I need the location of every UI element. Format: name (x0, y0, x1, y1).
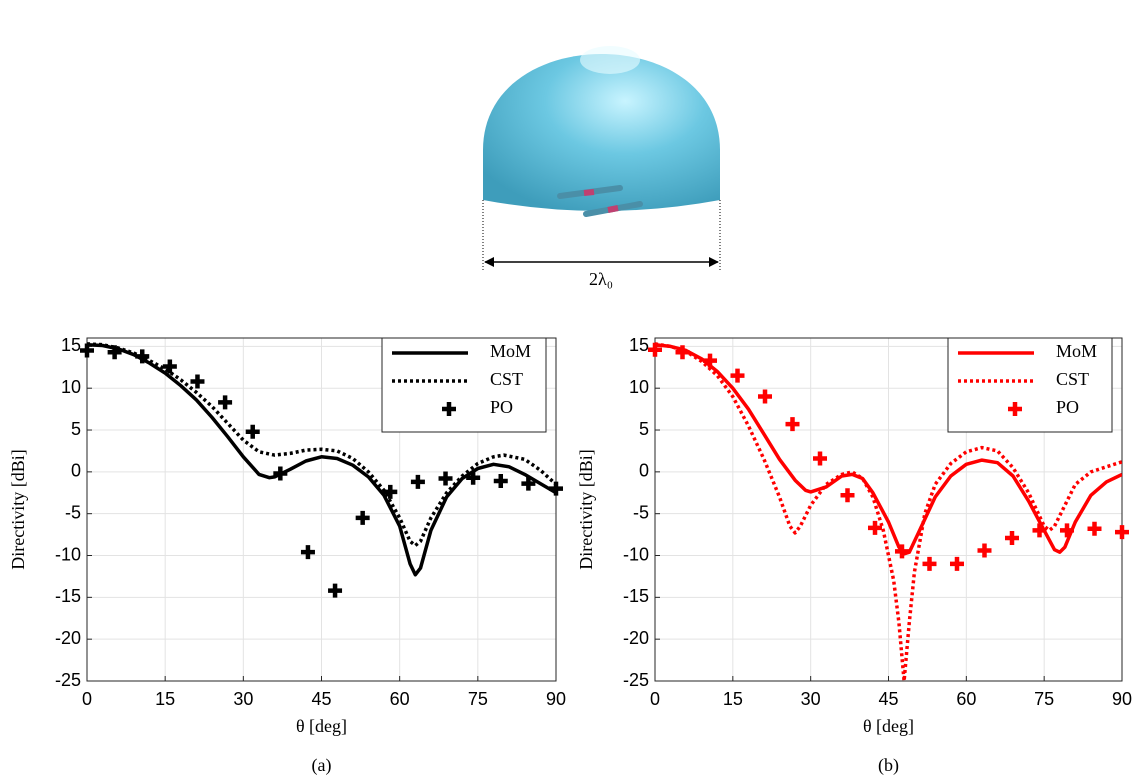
po-marker (107, 345, 122, 360)
y-tick-label: -10 (623, 544, 649, 564)
legend-label: CST (1056, 369, 1089, 389)
plot-area (87, 342, 556, 577)
po-marker (162, 359, 177, 374)
x-tick-label: 90 (1112, 689, 1132, 709)
x-tick-label: 75 (1034, 689, 1054, 709)
y-tick-label: 10 (629, 377, 649, 397)
po-marker (328, 583, 343, 598)
caption: (a) (312, 755, 332, 776)
y-axis-label: Directivity [dBi] (8, 449, 28, 569)
po-marker (922, 556, 937, 571)
y-tick-label: -5 (633, 502, 649, 522)
po-marker (190, 374, 205, 389)
legend-label: MoM (490, 341, 531, 361)
po-marker (977, 543, 992, 558)
po-marker (1115, 525, 1129, 540)
po-marker (648, 342, 662, 357)
po-marker (1060, 523, 1074, 538)
y-tick-label: -5 (65, 502, 81, 522)
x-tick-label: 60 (390, 689, 410, 709)
x-tick-label: 15 (155, 689, 175, 709)
plot-area (655, 342, 1122, 681)
legend-label: PO (1056, 397, 1079, 417)
po-marker (355, 510, 370, 525)
po-marker (730, 368, 745, 383)
y-tick-label: -25 (623, 670, 649, 690)
legend-label: PO (490, 397, 513, 417)
plot-frame (654, 337, 1123, 682)
caption: (b) (878, 755, 899, 776)
po-marker (675, 345, 690, 360)
x-tick-label: 90 (546, 689, 566, 709)
po-marker (466, 470, 481, 485)
po-marker (300, 545, 315, 560)
series-line (655, 342, 1122, 556)
po-marker (493, 474, 508, 489)
legend-swatch (1008, 402, 1022, 416)
legend-label: MoM (1056, 341, 1097, 361)
x-tick-label: 0 (82, 689, 92, 709)
y-axis-label: Directivity [dBi] (576, 449, 596, 569)
po-marker (840, 488, 855, 503)
po-marker (218, 395, 233, 410)
po-marker (949, 556, 964, 571)
po-marker (245, 424, 260, 439)
po-marker (1087, 521, 1102, 536)
po-marker (521, 476, 536, 491)
series-line (87, 342, 556, 548)
y-tick-label: 15 (629, 335, 649, 355)
po-marker (80, 343, 94, 358)
x-tick-label: 30 (233, 689, 253, 709)
x-tick-label: 30 (801, 689, 821, 709)
y-tick-label: 0 (639, 461, 649, 481)
po-marker (894, 544, 909, 559)
x-tick-label: 75 (468, 689, 488, 709)
x-tick-label: 0 (650, 689, 660, 709)
po-marker (383, 484, 398, 499)
x-tick-label: 45 (878, 689, 898, 709)
po-marker (438, 471, 453, 486)
po-marker (273, 466, 288, 481)
y-tick-label: 15 (61, 335, 81, 355)
po-marker (410, 474, 425, 489)
po-marker (1032, 523, 1047, 538)
y-tick-label: -15 (55, 586, 81, 606)
series-line (655, 342, 1122, 681)
x-axis-label: θ [deg] (296, 716, 347, 736)
po-marker (785, 417, 800, 432)
dimension-label: 2λ₀ (589, 269, 613, 289)
plot-frame (86, 337, 557, 682)
series-line (87, 342, 556, 577)
po-marker (703, 353, 718, 368)
x-tick-label: 45 (311, 689, 331, 709)
dome-illustration: 2λ₀ (482, 46, 721, 289)
legend-label: CST (490, 369, 523, 389)
po-marker (758, 389, 773, 404)
y-tick-label: -25 (55, 670, 81, 690)
x-axis-label: θ [deg] (863, 716, 914, 736)
po-marker (135, 349, 150, 364)
po-marker (1005, 530, 1019, 545)
y-tick-label: 5 (71, 419, 81, 439)
po-marker (868, 520, 883, 535)
y-tick-label: -20 (623, 628, 649, 648)
y-tick-label: 10 (61, 377, 81, 397)
po-marker (813, 451, 828, 466)
legend-swatch (442, 402, 456, 416)
x-tick-label: 15 (723, 689, 743, 709)
y-tick-label: -10 (55, 544, 81, 564)
y-tick-label: 5 (639, 419, 649, 439)
y-tick-label: -15 (623, 586, 649, 606)
po-marker (549, 481, 563, 496)
x-tick-label: 60 (956, 689, 976, 709)
y-tick-label: 0 (71, 461, 81, 481)
y-tick-label: -20 (55, 628, 81, 648)
